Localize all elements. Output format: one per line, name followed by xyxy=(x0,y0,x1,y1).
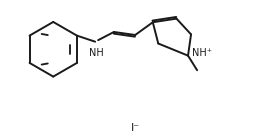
Text: NH: NH xyxy=(89,48,104,58)
Text: I⁻: I⁻ xyxy=(131,123,140,133)
Text: NH⁺: NH⁺ xyxy=(192,48,212,58)
